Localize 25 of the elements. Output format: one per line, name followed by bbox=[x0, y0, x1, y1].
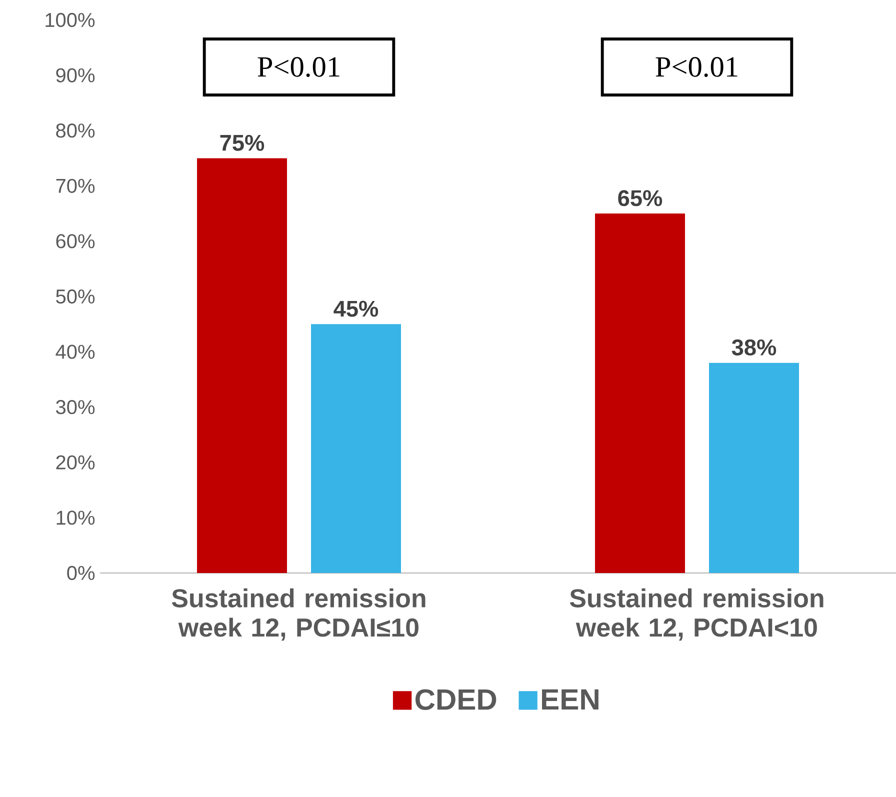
legend-label: CDED bbox=[416, 689, 496, 710]
y-tick-label: 40% bbox=[56, 344, 95, 359]
bar bbox=[595, 214, 686, 573]
x-tick-label: Sustained remission week 12, PCDAI≤10 bbox=[172, 588, 426, 641]
data-label: 38% bbox=[732, 339, 776, 356]
bar bbox=[709, 362, 800, 573]
y-tick-label: 70% bbox=[56, 178, 95, 193]
x-tick-label: Sustained remission week 12, PCDAI<10 bbox=[570, 588, 824, 641]
y-tick-label: 50% bbox=[56, 289, 95, 304]
legend-label: EEN bbox=[542, 689, 598, 710]
y-tick-label: 10% bbox=[56, 510, 95, 525]
data-label: 45% bbox=[334, 300, 378, 317]
annotation: P<0.01 bbox=[258, 57, 340, 77]
bar bbox=[311, 324, 402, 573]
data-label: 75% bbox=[220, 134, 264, 151]
y-tick-label: 80% bbox=[56, 124, 95, 138]
data-label: 65% bbox=[618, 190, 662, 206]
y-tick-label: 20% bbox=[56, 455, 95, 470]
annotation: P<0.01 bbox=[656, 57, 738, 77]
y-tick-label: 0% bbox=[67, 566, 95, 580]
y-tick-label: 100% bbox=[46, 12, 95, 28]
y-tick-label: 60% bbox=[56, 234, 95, 248]
y-tick-label: 90% bbox=[56, 68, 95, 82]
bar bbox=[197, 158, 287, 573]
y-tick-label: 30% bbox=[56, 400, 95, 414]
